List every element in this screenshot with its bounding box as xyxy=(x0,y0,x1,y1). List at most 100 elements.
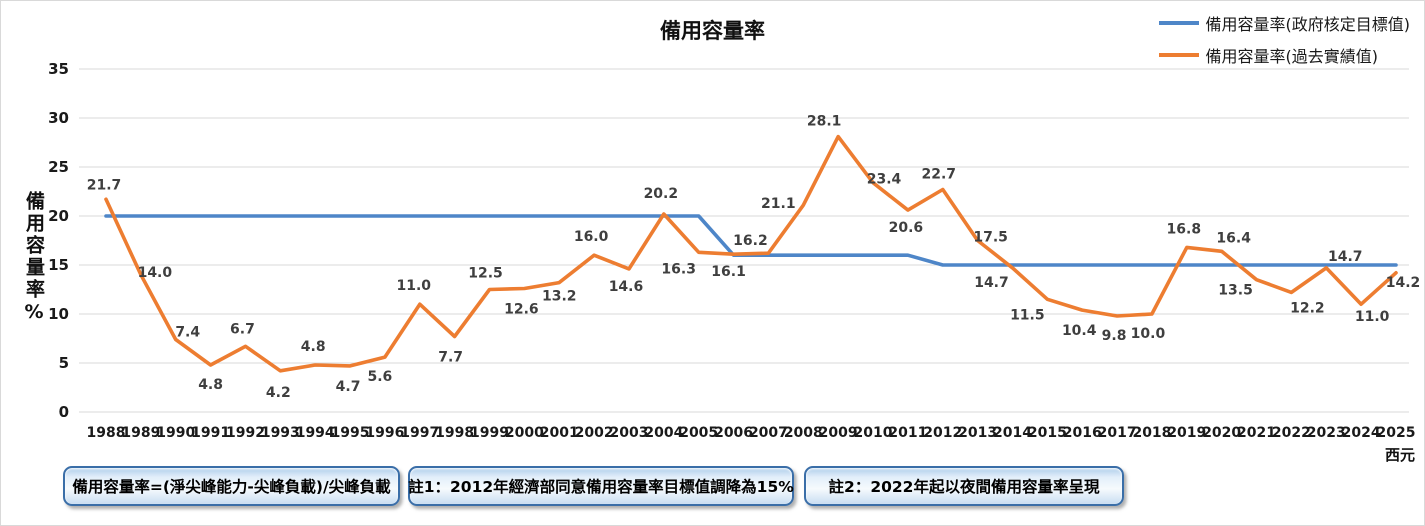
data-label: 4.8 xyxy=(198,377,223,393)
data-label: 16.1 xyxy=(711,264,746,280)
x-tick-label: 2022 xyxy=(1272,425,1311,441)
data-label: 11.0 xyxy=(1355,309,1390,325)
x-tick-label: 2004 xyxy=(644,425,683,441)
x-tick-label: 1998 xyxy=(435,425,474,441)
y-tick-label: 35 xyxy=(48,60,69,78)
y-tick-label: 5 xyxy=(59,354,69,372)
x-tick-label: 2017 xyxy=(1098,425,1137,441)
legend-line-swatch-orange xyxy=(1158,53,1199,57)
data-label: 20.2 xyxy=(644,186,679,202)
legend: 備用容量率(政府核定目標值) 備用容量率(過去實績值) xyxy=(1158,11,1411,67)
data-label: 28.1 xyxy=(807,114,842,130)
data-label: 22.7 xyxy=(921,167,956,183)
x-tick-label: 2024 xyxy=(1342,425,1381,441)
x-tick-label: 1994 xyxy=(296,425,335,441)
data-label: 13.2 xyxy=(542,289,577,305)
y-tick-label: 25 xyxy=(48,158,69,176)
x-tick-label: 2007 xyxy=(749,425,788,441)
series-line-actual xyxy=(104,134,1398,373)
data-label: 11.5 xyxy=(1010,307,1045,323)
y-tick-label: 0 xyxy=(59,403,69,421)
legend-label-target: 備用容量率(政府核定目標值) xyxy=(1205,15,1411,34)
x-tick-label: 2025 xyxy=(1377,425,1416,441)
data-label: 9.8 xyxy=(1102,328,1127,344)
y-axis-title: 備用容量率% xyxy=(23,191,45,326)
x-tick-label: 2008 xyxy=(784,425,823,441)
x-tick-label: 2012 xyxy=(923,425,962,441)
data-label: 10.4 xyxy=(1062,323,1097,339)
legend-item-actual: 備用容量率(過去實績值) xyxy=(1158,43,1411,67)
x-tick-label: 1988 xyxy=(87,425,126,441)
data-label: 4.7 xyxy=(336,379,361,395)
data-label: 13.5 xyxy=(1218,283,1253,299)
data-label: 7.7 xyxy=(438,350,463,366)
x-tick-label: 2009 xyxy=(819,425,858,441)
data-label: 21.7 xyxy=(87,177,122,193)
x-tick-label: 2006 xyxy=(714,425,753,441)
data-label: 6.7 xyxy=(230,321,255,337)
note-1: 註1：2012年經濟部同意備用容量率目標值調降為15% xyxy=(408,466,794,506)
note-formula: 備用容量率=(淨尖峰能力-尖峰負載)/尖峰負載 xyxy=(63,466,400,506)
data-label: 14.2 xyxy=(1386,275,1421,291)
x-tick-label: 1999 xyxy=(470,425,509,441)
data-label: 5.6 xyxy=(368,369,393,385)
x-tick-label: 1990 xyxy=(156,425,195,441)
data-label: 21.1 xyxy=(761,196,796,212)
data-label: 11.0 xyxy=(397,278,432,294)
note-2: 註2：2022年起以夜間備用容量率呈現 xyxy=(804,466,1124,506)
x-tick-labels: 1988198919901991199219931994199519961997… xyxy=(87,425,1416,441)
x-tick-label: 1993 xyxy=(261,425,300,441)
data-label: 20.6 xyxy=(889,220,924,236)
x-tick-label: 2002 xyxy=(575,425,614,441)
data-label: 12.2 xyxy=(1290,300,1325,316)
data-label: 14.0 xyxy=(138,265,173,281)
data-label: 14.7 xyxy=(974,275,1009,291)
x-tick-label: 2001 xyxy=(540,425,579,441)
data-label: 23.4 xyxy=(867,172,902,188)
data-labels: 21.7 14.0 7.4 4.8 6.7 4.2 4.8 4.7 5.6 11.0 7.7 12.5… xyxy=(87,114,1421,401)
x-tick-label: 2019 xyxy=(1167,425,1206,441)
data-label: 12.5 xyxy=(468,266,503,282)
data-label: 10.0 xyxy=(1131,326,1166,342)
chart-title: 備用容量率 xyxy=(660,19,765,43)
data-label: 17.5 xyxy=(973,230,1008,246)
x-tick-label: 2010 xyxy=(854,425,893,441)
x-tick-label: 1989 xyxy=(121,425,160,441)
data-label: 4.8 xyxy=(301,339,326,355)
data-label: 4.2 xyxy=(266,385,291,401)
x-tick-label: 2018 xyxy=(1132,425,1171,441)
x-tick-label: 2003 xyxy=(609,425,648,441)
x-tick-label: 2011 xyxy=(888,425,927,441)
x-tick-label: 2000 xyxy=(505,425,544,441)
x-tick-label: 1997 xyxy=(400,425,439,441)
x-tick-label: 2021 xyxy=(1237,425,1276,441)
legend-label-actual: 備用容量率(過去實績值) xyxy=(1205,47,1379,66)
data-label: 16.0 xyxy=(574,229,609,245)
x-tick-label: 1996 xyxy=(365,425,404,441)
data-label: 12.6 xyxy=(504,302,539,318)
data-label: 16.8 xyxy=(1167,221,1202,237)
data-label: 7.4 xyxy=(175,324,200,340)
x-tick-label: 2013 xyxy=(958,425,997,441)
x-tick-label: 1991 xyxy=(191,425,230,441)
data-label: 16.4 xyxy=(1216,230,1251,246)
y-tick-label: 10 xyxy=(48,305,69,323)
x-tick-label: 2023 xyxy=(1307,425,1346,441)
y-tick-label: 30 xyxy=(48,109,69,127)
legend-item-target: 備用容量率(政府核定目標值) xyxy=(1158,11,1411,35)
data-label: 16.2 xyxy=(733,233,768,249)
y-tick-label: 15 xyxy=(48,256,69,274)
x-axis-unit-label: 西元 xyxy=(1384,446,1415,464)
x-tick-label: 2015 xyxy=(1028,425,1067,441)
data-label: 16.3 xyxy=(661,261,696,277)
x-tick-label: 2016 xyxy=(1063,425,1102,441)
x-tick-label: 1995 xyxy=(331,425,370,441)
x-tick-label: 2020 xyxy=(1202,425,1241,441)
y-tick-labels: 0 5 10 15 20 25 30 35 xyxy=(48,60,69,421)
x-tick-label: 2014 xyxy=(993,425,1032,441)
data-label: 14.7 xyxy=(1328,249,1363,265)
x-tick-label: 2005 xyxy=(679,425,718,441)
y-tick-label: 20 xyxy=(48,207,69,225)
